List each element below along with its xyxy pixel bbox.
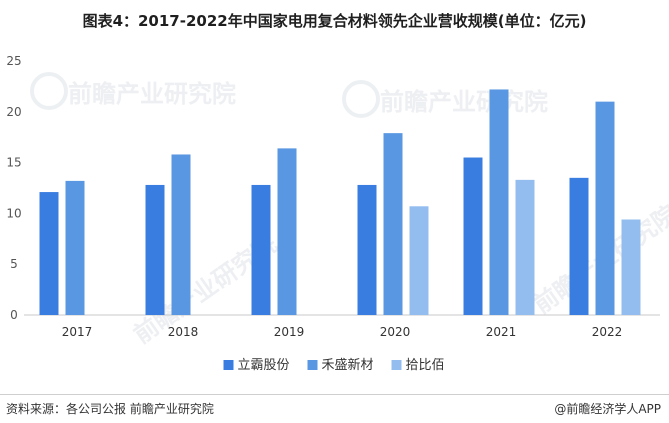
- bar-2: [65, 180, 85, 315]
- x-tick-label: 2021: [486, 325, 517, 339]
- x-tick-label: 2020: [380, 325, 411, 339]
- legend-swatch: [391, 360, 402, 370]
- y-tick-label: 10: [6, 206, 21, 220]
- bar-1: [569, 177, 589, 315]
- legend-label: 禾盛新材: [322, 357, 374, 373]
- bar-2: [171, 154, 191, 315]
- bar-1: [463, 157, 483, 315]
- bar-1: [251, 184, 271, 315]
- bar-2: [489, 89, 509, 315]
- source-note: 资料来源：各公司公报 前瞻产业研究院: [6, 402, 214, 416]
- y-tick-label: 20: [6, 105, 21, 119]
- chart-title: 图表4：2017-2022年中国家电用复合材料领先企业营收规模(单位：亿元): [82, 12, 587, 30]
- brand-text: @前瞻经济学人APP: [554, 402, 661, 416]
- bar-2: [595, 101, 615, 315]
- y-tick-label: 25: [6, 54, 21, 68]
- legend-swatch: [223, 360, 234, 370]
- x-tick-label: 2018: [168, 325, 199, 339]
- legend-label: 拾比佰: [406, 358, 445, 373]
- bar-3: [409, 206, 429, 315]
- bar-2: [383, 133, 403, 315]
- bar-3: [621, 219, 641, 315]
- footer: 资料来源：各公司公报 前瞻产业研究院 @前瞻经济学人APP: [0, 394, 669, 419]
- bar-1: [357, 184, 377, 315]
- y-tick-label: 15: [6, 156, 21, 170]
- bar-3: [515, 179, 535, 315]
- x-tick-label: 2022: [592, 325, 623, 339]
- bar-2: [277, 148, 297, 315]
- x-tick-label: 2019: [274, 325, 305, 339]
- brand-credit: @前瞻经济学人APP: [554, 400, 661, 417]
- legend-label: 立霸股份: [238, 358, 290, 373]
- bar-1: [39, 192, 59, 315]
- bar-1: [145, 184, 165, 315]
- y-tick-label: 5: [10, 257, 18, 271]
- x-tick-label: 2017: [62, 325, 93, 339]
- y-tick-label: 0: [10, 308, 18, 322]
- legend-swatch: [307, 360, 318, 370]
